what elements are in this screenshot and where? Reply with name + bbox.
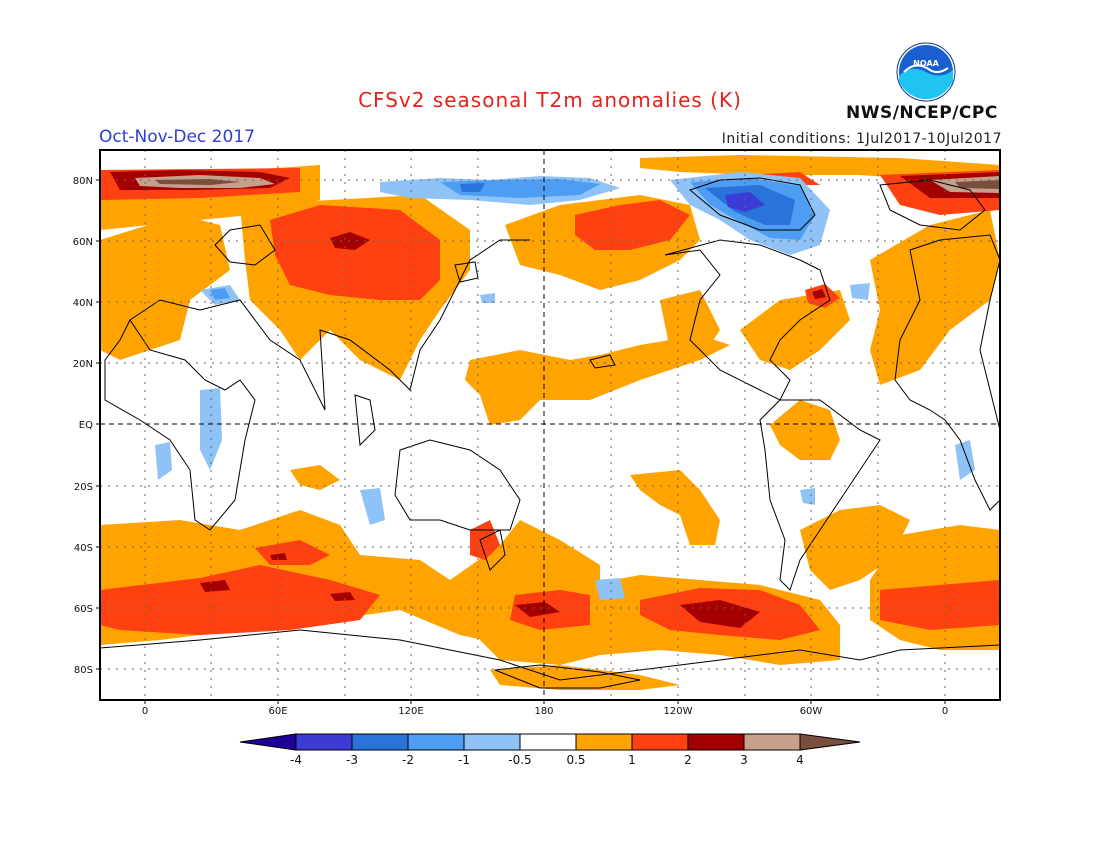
colorbar-segment bbox=[743, 733, 801, 751]
colorbar-segment bbox=[463, 733, 521, 751]
colorbar-label: -3 bbox=[346, 753, 358, 767]
noaa-logo-text: NOAA bbox=[913, 59, 939, 68]
coastlines bbox=[100, 177, 1000, 689]
colorbar-segment bbox=[295, 733, 353, 751]
colorbar-segment bbox=[351, 733, 409, 751]
anomaly-extreme-regions bbox=[135, 175, 1000, 193]
colorbar-segment bbox=[687, 733, 745, 751]
lat-label: 60N bbox=[73, 237, 93, 248]
colorbar-segment bbox=[239, 733, 297, 751]
colorbar-label: -4 bbox=[290, 753, 302, 767]
colorbar-label: -2 bbox=[402, 753, 414, 767]
season-label: Oct-Nov-Dec 2017 bbox=[99, 127, 255, 147]
lon-label: 180 bbox=[534, 706, 553, 717]
colorbar-label: 3 bbox=[740, 753, 748, 767]
map-frame bbox=[99, 149, 1001, 701]
noaa-logo: NOAA bbox=[896, 42, 956, 102]
anomaly-fields bbox=[100, 155, 1000, 690]
colorbar-label: 2 bbox=[684, 753, 692, 767]
lon-label: 0 bbox=[942, 706, 948, 717]
lon-label: 60W bbox=[800, 706, 823, 717]
lon-label: 60E bbox=[268, 706, 287, 717]
graticule bbox=[100, 150, 1000, 700]
colorbar-segment bbox=[799, 733, 861, 751]
lon-label: 120W bbox=[664, 706, 693, 717]
colorbar-label: 1 bbox=[628, 753, 636, 767]
agency-label: NWS/NCEP/CPC bbox=[846, 103, 998, 123]
lat-label: 40N bbox=[73, 298, 93, 309]
lat-label: 60S bbox=[74, 604, 93, 615]
map-title: CFSv2 seasonal T2m anomalies (K) bbox=[358, 88, 742, 112]
lat-label: 20S bbox=[74, 482, 93, 493]
initial-conditions-label: Initial conditions: 1Jul2017-10Jul2017 bbox=[721, 131, 1002, 147]
latitude-labels: 80N 60N 40N 20N EQ 20S 40S 60S 80S bbox=[73, 176, 93, 676]
colorbar-segment bbox=[519, 733, 577, 751]
colorbar-label: -0.5 bbox=[508, 753, 531, 767]
lat-label: 80N bbox=[73, 176, 93, 187]
lon-label: 0 bbox=[142, 706, 148, 717]
lat-label: EQ bbox=[79, 420, 93, 431]
lon-label: 120E bbox=[398, 706, 423, 717]
longitude-labels: 0 60E 120E 180 120W 60W 0 bbox=[142, 706, 948, 717]
colorbar-segment bbox=[407, 733, 465, 751]
colorbar-segment bbox=[631, 733, 689, 751]
colorbar-label: 4 bbox=[796, 753, 804, 767]
colorbar-labels: -4 -3 -2 -1 -0.5 0.5 1 2 3 4 bbox=[290, 753, 804, 767]
colorbar-label: -1 bbox=[458, 753, 470, 767]
anomaly-darkblue-regions bbox=[725, 192, 765, 212]
colorbar bbox=[239, 733, 861, 751]
lat-label: 20N bbox=[73, 359, 93, 370]
lat-label: 40S bbox=[74, 543, 93, 554]
colorbar-label: 0.5 bbox=[566, 753, 585, 767]
tick-marks bbox=[96, 179, 946, 704]
colorbar-segment bbox=[575, 733, 633, 751]
lat-label: 80S bbox=[74, 665, 93, 676]
reference-lines bbox=[100, 150, 1000, 700]
